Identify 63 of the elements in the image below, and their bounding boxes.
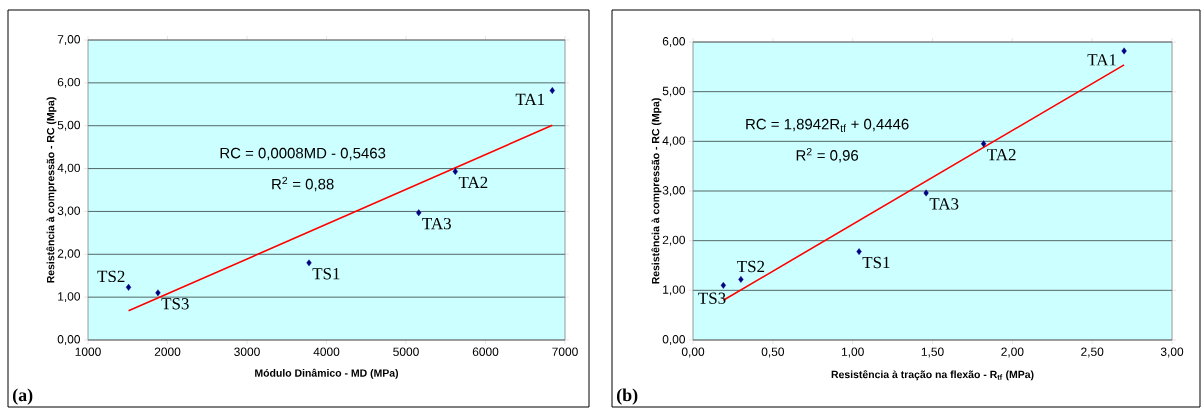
y-tick-label: 2,00	[57, 249, 81, 260]
point	[981, 140, 987, 148]
point	[549, 87, 555, 94]
y-tick-label: 4,00	[662, 136, 686, 147]
y-tick-label: 4,00	[57, 163, 81, 174]
point	[306, 259, 312, 267]
annotation: TA1	[515, 93, 545, 105]
x-tick-label: 0,00	[681, 347, 705, 358]
y-tick-label: 0,00	[662, 335, 686, 345]
x-tick-label: 1000	[75, 347, 101, 356]
x-tick-label: 0,50	[761, 347, 785, 358]
y-tick-label: 6,00	[662, 37, 686, 47]
y-tick-label: 3,00	[662, 186, 686, 196]
y-tick-label: 1,00	[58, 292, 81, 303]
x-tick-label: 4000	[313, 347, 340, 356]
x-tick-label: 1,00	[841, 347, 864, 358]
annotation: TS3	[161, 298, 189, 310]
point	[155, 289, 161, 297]
annotation: TA3	[422, 217, 451, 230]
x-tick-label: 5000	[393, 347, 419, 356]
annotation: TS1	[862, 256, 890, 269]
text: (b)	[616, 388, 638, 405]
y-tick-label: 5,00	[662, 86, 686, 97]
y-tick-label: 5,00	[57, 120, 81, 131]
annotation: TS2	[737, 260, 765, 273]
y-axis-title: Resistência à compressão - RC (Mpa)	[651, 98, 662, 284]
point	[720, 281, 726, 289]
y-tick-label: 7,00	[57, 35, 81, 45]
y-tick-label: 0,00	[57, 335, 81, 345]
y-tick-label: 3,00	[57, 206, 81, 217]
x-tick-label: 2000	[154, 347, 181, 356]
annotation: TA2	[458, 176, 488, 188]
x-tick-label: 2,50	[1081, 347, 1104, 358]
x-tick-label: 1,50	[921, 347, 944, 358]
point	[1121, 47, 1127, 55]
point	[923, 189, 929, 197]
annotation: TS1	[312, 268, 340, 280]
x-tick-label: 6000	[472, 347, 499, 356]
annotation: TA3	[929, 198, 959, 210]
annotation: R$^{2}$ = 0,96	[796, 148, 859, 163]
annotation: TS3	[698, 292, 726, 304]
point	[738, 276, 744, 283]
x-tick-label: 2,00	[1001, 347, 1024, 358]
annotation: TA2	[987, 149, 1016, 161]
annotation: RC = 1,8942R$_{tf}$ + 0,4446	[746, 118, 909, 133]
y-tick-label: 2,00	[662, 235, 686, 246]
x-axis-title: Módulo Dinâmico - MD (MPa)	[255, 368, 399, 379]
y-axis-title: Resistência à compressão - RC (Mpa)	[46, 97, 57, 283]
x-tick-label: 3,00	[1160, 347, 1184, 358]
text: (a)	[12, 388, 33, 405]
point	[125, 283, 132, 291]
annotation: TA1	[1087, 54, 1116, 66]
y-tick-label: 6,00	[57, 77, 81, 88]
x-tick-label: 7000	[552, 347, 578, 356]
annotation: RC = 0,0008MD - 0,5463	[220, 147, 386, 161]
point	[416, 209, 422, 217]
point	[856, 248, 862, 255]
y-tick-label: 1,00	[663, 285, 686, 296]
annotation: R$^{2}$ = 0,88	[272, 176, 334, 192]
x-tick-label: 3000	[234, 347, 260, 356]
point	[452, 168, 458, 175]
x-axis-title: Resistência à tração na flexão - R$_{tf}$ (MPa)	[831, 370, 1034, 381]
annotation: TS2	[97, 270, 125, 283]
